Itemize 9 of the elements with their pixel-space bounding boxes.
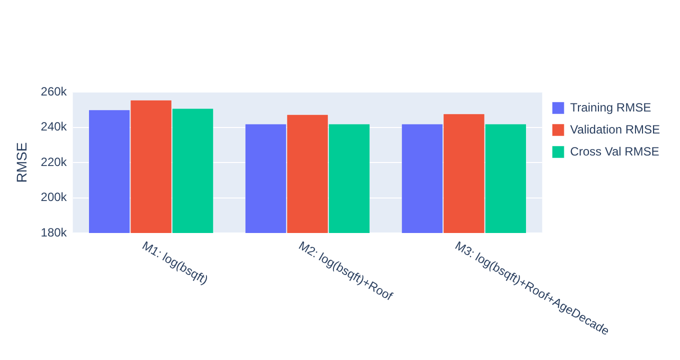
y-tick-label: 220k (40, 154, 68, 169)
y-tick-label: 180k (40, 225, 68, 240)
legend-label: Training RMSE (570, 100, 652, 114)
y-tick-label: 200k (40, 190, 68, 204)
legend-label: Cross Val RMSE (570, 144, 660, 158)
y-tick-label: 240k (40, 120, 68, 134)
y-axis-title: RMSE (13, 142, 30, 183)
y-tick-label: 260k (40, 84, 68, 98)
legend-label: Validation RMSE (570, 122, 660, 136)
